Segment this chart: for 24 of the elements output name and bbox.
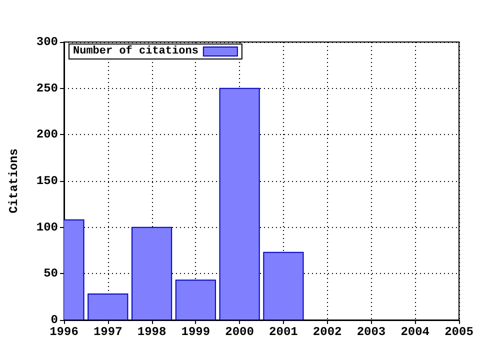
bar — [131, 226, 172, 320]
bar — [219, 88, 260, 320]
x-tick-label: 2001 — [269, 325, 298, 339]
x-tick-label: 2002 — [312, 325, 342, 339]
x-tick-label: 1996 — [50, 325, 78, 339]
x-tick-label: 2005 — [444, 325, 474, 339]
x-tick-label: 1998 — [137, 325, 166, 339]
y-tick-label: 200 — [36, 128, 58, 142]
y-axis-title: Citations — [7, 148, 21, 214]
bar — [263, 252, 304, 320]
y-tick-label: 300 — [36, 35, 58, 49]
x-tick-label: 2000 — [225, 325, 254, 339]
y-tick-label: 50 — [44, 266, 58, 281]
legend-label: Number of citations — [73, 44, 198, 58]
x-tick-label: 2004 — [400, 325, 430, 339]
y-tick-label: 150 — [36, 174, 58, 188]
y-tick-label: 0 — [50, 313, 58, 327]
x-tick-label: 1997 — [93, 325, 122, 339]
y-tick-label: 100 — [36, 220, 58, 234]
x-tick-label: 2003 — [356, 325, 386, 339]
bar — [175, 280, 216, 320]
bar — [88, 294, 128, 320]
x-tick-label: 1999 — [181, 325, 210, 339]
y-tick-label: 250 — [36, 81, 58, 96]
